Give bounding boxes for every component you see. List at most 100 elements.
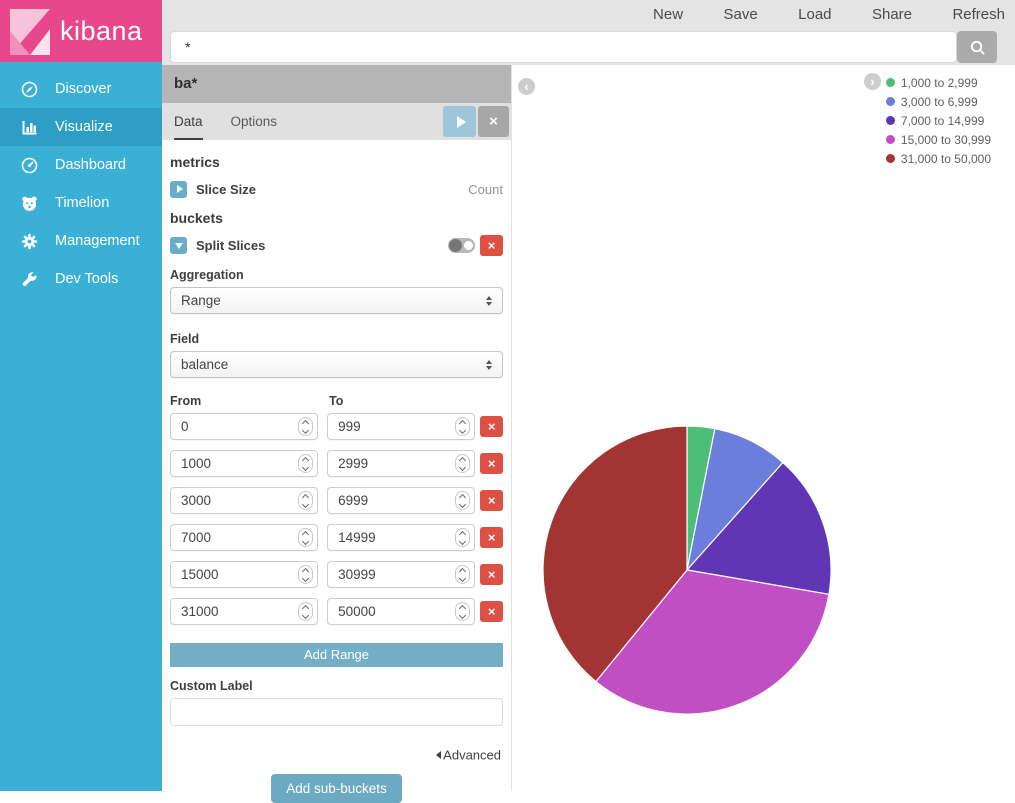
from-label: From xyxy=(170,394,202,408)
range-to-input[interactable] xyxy=(327,487,476,514)
panel-form: metrics Slice Size Count buckets Split S… xyxy=(162,140,511,803)
remove-range-button[interactable]: × xyxy=(480,490,503,511)
range-row: × xyxy=(170,487,503,514)
number-spinner[interactable] xyxy=(298,602,314,621)
range-from-input[interactable] xyxy=(170,524,319,551)
apply-changes-button[interactable] xyxy=(443,106,476,137)
range-to-input[interactable] xyxy=(327,598,476,625)
sidebar-item-discover[interactable]: Discover xyxy=(0,70,162,108)
slice-size-row: Slice Size Count xyxy=(170,178,503,200)
pie-chart[interactable] xyxy=(512,65,1015,791)
range-row: × xyxy=(170,450,503,477)
number-spinner[interactable] xyxy=(455,528,471,547)
number-spinner[interactable] xyxy=(455,454,471,473)
pie-slice[interactable] xyxy=(542,425,688,683)
number-spinner[interactable] xyxy=(298,565,314,584)
legend-list: 1,000 to 2,999 3,000 to 6,999 7,000 to 1… xyxy=(885,73,991,168)
expand-slice-size-button[interactable] xyxy=(170,180,187,198)
sidebar-item-dashboard[interactable]: Dashboard xyxy=(0,146,162,184)
triangle-left-icon xyxy=(432,750,442,759)
brand-title: kibana xyxy=(60,15,143,46)
remove-range-button[interactable]: × xyxy=(480,601,503,622)
range-from-input[interactable] xyxy=(170,487,319,514)
sidebar-item-dev-tools[interactable]: Dev Tools xyxy=(0,260,162,298)
legend-label: 31,000 to 50,000 xyxy=(900,151,991,166)
number-spinner[interactable] xyxy=(455,491,471,510)
field-select[interactable]: balance xyxy=(170,351,503,378)
legend-label: 7,000 to 14,999 xyxy=(900,113,985,128)
add-range-button[interactable]: Add Range xyxy=(170,643,503,667)
aggregation-select[interactable]: Range xyxy=(170,287,503,314)
range-from-input[interactable] xyxy=(170,450,319,477)
range-from-input[interactable] xyxy=(170,413,319,440)
tab-data[interactable]: Data xyxy=(174,103,203,140)
pie-slice[interactable] xyxy=(685,461,832,596)
kibana-logo[interactable]: kibana xyxy=(0,0,162,62)
advanced-link[interactable]: Advanced xyxy=(170,746,501,764)
menu-share[interactable]: Share xyxy=(871,6,913,23)
visualization-title: ba* xyxy=(162,65,511,103)
menu-load[interactable]: Load xyxy=(798,6,832,23)
remove-range-button[interactable]: × xyxy=(480,527,503,548)
discard-changes-button[interactable]: × xyxy=(478,106,509,137)
add-sub-buckets-button[interactable]: Add sub-buckets xyxy=(271,774,402,803)
range-to-input[interactable] xyxy=(327,561,476,588)
slice-size-value: Count xyxy=(468,181,503,197)
sidebar-item-label: Discover xyxy=(55,81,112,97)
collapse-split-slices-button[interactable] xyxy=(170,236,187,254)
range-from-input[interactable] xyxy=(170,598,319,625)
remove-range-button[interactable]: × xyxy=(480,453,503,474)
legend-dot xyxy=(885,116,895,125)
legend-item[interactable]: 1,000 to 2,999 xyxy=(885,73,991,92)
custom-label-label: Custom Label xyxy=(170,679,253,693)
menu-refresh[interactable]: Refresh xyxy=(952,6,1005,23)
range-to-input[interactable] xyxy=(327,413,476,440)
custom-label-input[interactable] xyxy=(170,698,503,726)
legend-item[interactable]: 15,000 to 30,999 xyxy=(885,130,991,149)
aggregation-selected-value: Range xyxy=(181,293,221,308)
number-spinner[interactable] xyxy=(298,491,314,510)
tab-actions: × xyxy=(443,103,511,140)
legend-item[interactable]: 3,000 to 6,999 xyxy=(885,92,991,111)
tab-options[interactable]: Options xyxy=(230,114,278,129)
disable-aggregation-toggle[interactable] xyxy=(448,237,475,253)
gear-icon xyxy=(21,233,38,249)
search-button[interactable] xyxy=(957,31,997,63)
number-spinner[interactable] xyxy=(455,565,471,584)
play-icon xyxy=(456,115,466,128)
pie-slice[interactable] xyxy=(595,569,830,715)
sidebar-item-label: Visualize xyxy=(55,119,113,135)
number-spinner[interactable] xyxy=(298,454,314,473)
legend-item[interactable]: 7,000 to 14,999 xyxy=(885,111,991,130)
remove-range-button[interactable]: × xyxy=(480,416,503,437)
number-spinner[interactable] xyxy=(298,417,314,436)
collapse-legend-button[interactable]: › xyxy=(863,73,881,90)
range-to-input[interactable] xyxy=(327,524,476,551)
sidebar-item-timelion[interactable]: Timelion xyxy=(0,184,162,222)
legend-dot xyxy=(885,135,895,144)
number-spinner[interactable] xyxy=(455,602,471,621)
sidebar-item-management[interactable]: Management xyxy=(0,222,162,260)
search-icon xyxy=(970,40,985,55)
range-from-input[interactable] xyxy=(170,561,319,588)
timelion-icon xyxy=(22,196,37,211)
metrics-heading: metrics xyxy=(170,154,220,170)
sidebar-item-visualize[interactable]: Visualize xyxy=(0,108,162,146)
legend-item[interactable]: 31,000 to 50,000 xyxy=(885,149,991,168)
collapse-sidebar-button[interactable]: ‹ xyxy=(518,78,535,95)
wrench-icon xyxy=(22,271,37,286)
query-input[interactable] xyxy=(170,31,957,63)
legend-dot xyxy=(885,97,895,106)
field-label: Field xyxy=(170,332,200,346)
number-spinner[interactable] xyxy=(455,417,471,436)
number-spinner[interactable] xyxy=(298,528,314,547)
menu-new[interactable]: New xyxy=(653,6,684,23)
select-arrows-icon xyxy=(486,293,492,309)
remove-split-slices-button[interactable]: × xyxy=(480,234,503,256)
remove-range-button[interactable]: × xyxy=(480,564,503,585)
menu-save[interactable]: Save xyxy=(723,6,758,23)
range-to-input[interactable] xyxy=(327,450,476,477)
buckets-heading: buckets xyxy=(170,210,223,226)
range-row: × xyxy=(170,598,503,625)
select-arrows-icon xyxy=(486,357,492,373)
